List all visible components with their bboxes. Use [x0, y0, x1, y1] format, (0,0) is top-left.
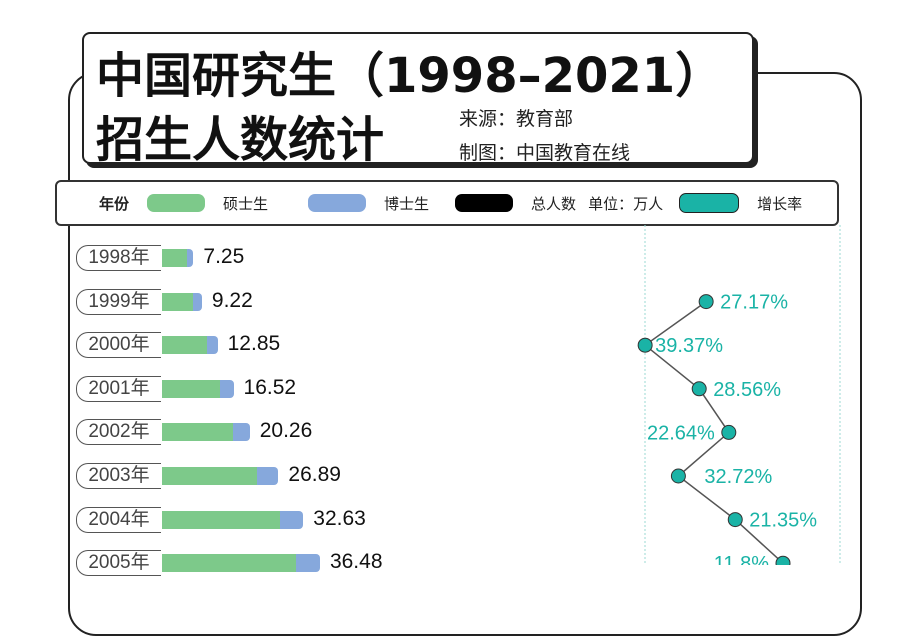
source: 来源：教育部 — [459, 108, 574, 130]
legend-master: 硕士生 — [223, 194, 269, 213]
bar-master — [162, 423, 234, 442]
bar-master — [162, 510, 281, 529]
bar-master — [162, 467, 258, 485]
bar-doctor — [219, 379, 234, 398]
title-box: 中国研究生（1998–2021） 招生人数统计 来源：教育部制图：中国教育在线 — [82, 32, 754, 168]
legend-unit: 单位：万人 — [588, 194, 664, 213]
growth-label: 27.17% — [720, 292, 788, 314]
bar-doctor — [206, 336, 218, 355]
source-note: 来源：教育部制图：中国教育在线 — [459, 102, 630, 170]
legend-doctor: 博士生 — [384, 194, 430, 213]
growth-point — [670, 468, 686, 484]
growth-label: 11.8% — [714, 553, 769, 565]
year-label: 1998年 — [76, 245, 161, 271]
legend-growth: 增长率 — [757, 194, 803, 213]
total-label: 16.52 — [243, 375, 297, 399]
total-label: 12.85 — [227, 332, 281, 356]
year-label: 2000年 — [76, 332, 161, 359]
growth-point — [721, 424, 737, 440]
title-line2: 招生人数统计 — [96, 112, 385, 168]
growth-point — [698, 294, 714, 310]
year-label: 2003年 — [76, 463, 161, 489]
bar-doctor — [257, 467, 279, 485]
bar-doctor — [193, 292, 202, 311]
total-label: 20.26 — [259, 419, 313, 443]
total-label: 7.25 — [203, 245, 245, 268]
growth-label: 28.56% — [713, 379, 781, 401]
legend-growth-swatch — [679, 193, 740, 213]
bar-doctor — [233, 423, 250, 442]
year-label: 2004年 — [76, 506, 161, 533]
growth-point — [637, 337, 653, 353]
growth-label: 32.72% — [704, 466, 772, 488]
legend-doctor-swatch — [308, 194, 367, 212]
year-label: 2001年 — [76, 375, 161, 402]
bar-master — [162, 249, 187, 267]
legend-master-swatch — [147, 194, 206, 212]
bar-master — [162, 379, 220, 398]
growth-point — [727, 512, 743, 528]
legend-year: 年份 — [99, 194, 130, 213]
bar-doctor — [186, 249, 194, 267]
legend-total-swatch — [455, 194, 514, 212]
bar-master — [162, 292, 194, 311]
total-label: 32.63 — [313, 506, 366, 530]
growth-line-chart: 27.17% 39.37% 28.56% 22.64% 32.72% 21.35% 11.8… — [637, 225, 841, 565]
bar-master — [162, 336, 207, 355]
year-label: 1999年 — [76, 288, 161, 315]
made-by: 制图：中国教育在线 — [459, 142, 631, 164]
title-line1: 中国研究生（1998–2021） — [96, 48, 724, 104]
growth-point — [691, 381, 707, 397]
legend-total: 总人数 — [531, 194, 577, 213]
growth-point — [775, 555, 791, 565]
growth-label: 22.64% — [647, 422, 715, 444]
growth-label: 21.35% — [749, 510, 817, 532]
year-label: 2002年 — [76, 419, 161, 446]
total-label: 26.89 — [288, 463, 341, 486]
legend: 年份 硕士生 博士生 总人数 单位：万人 增长率 — [55, 180, 839, 226]
growth-label: 39.37% — [655, 335, 723, 357]
total-label: 9.22 — [211, 288, 253, 312]
bar-doctor — [280, 510, 304, 529]
